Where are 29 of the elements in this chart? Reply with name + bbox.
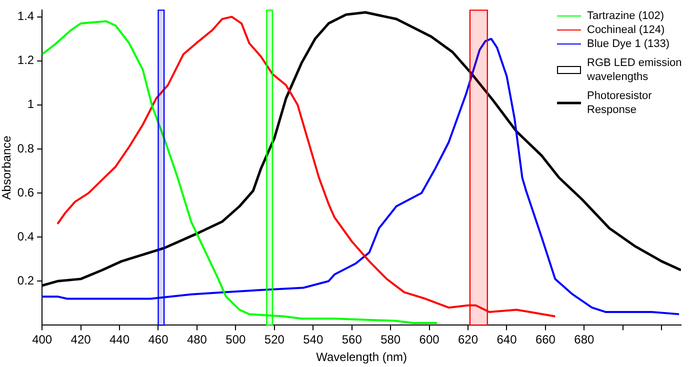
x-tick-label: 620 xyxy=(458,332,478,347)
x-tick-label: 580 xyxy=(380,332,401,347)
x-tick-label: 500 xyxy=(226,332,246,347)
x-tick-label: 540 xyxy=(303,332,324,347)
x-tick-label: 480 xyxy=(186,332,208,347)
x-tick-label: 560 xyxy=(342,332,362,347)
y-tick-label: 0.4 xyxy=(17,229,34,244)
x-axis-title: Wavelength (nm) xyxy=(316,350,408,364)
x-tick-label: 600 xyxy=(419,332,440,347)
y-tick-label: 1 xyxy=(27,97,34,112)
y-tick-label: 0.8 xyxy=(17,141,34,156)
y-tick-label: 0.2 xyxy=(17,273,34,288)
x-tick-label: 660 xyxy=(535,332,556,347)
x-tick-label: 420 xyxy=(70,332,92,347)
y-tick-label: 1.2 xyxy=(17,53,34,68)
x-tick-label: 440 xyxy=(110,332,130,347)
y-tick-label: 1.4 xyxy=(17,9,34,24)
x-tick-label: 520 xyxy=(264,332,285,347)
x-tick-label: 680 xyxy=(574,332,595,347)
legend-label: Photoresistor Response xyxy=(587,90,652,116)
legend-label: Cochineal (124) xyxy=(587,24,665,36)
x-tick-label: 460 xyxy=(148,332,169,347)
x-tick-label: 640 xyxy=(496,332,518,347)
y-axis-title: Absorbance xyxy=(0,135,14,200)
legend-label: Blue Dye 1 (133) xyxy=(587,38,670,50)
x-tick-label: 400 xyxy=(32,332,52,347)
legend-label: Tartrazine (102) xyxy=(587,10,664,22)
annotation: RGB LED emission wavelengths xyxy=(586,57,682,84)
y-tick-label: 0.6 xyxy=(17,185,34,200)
